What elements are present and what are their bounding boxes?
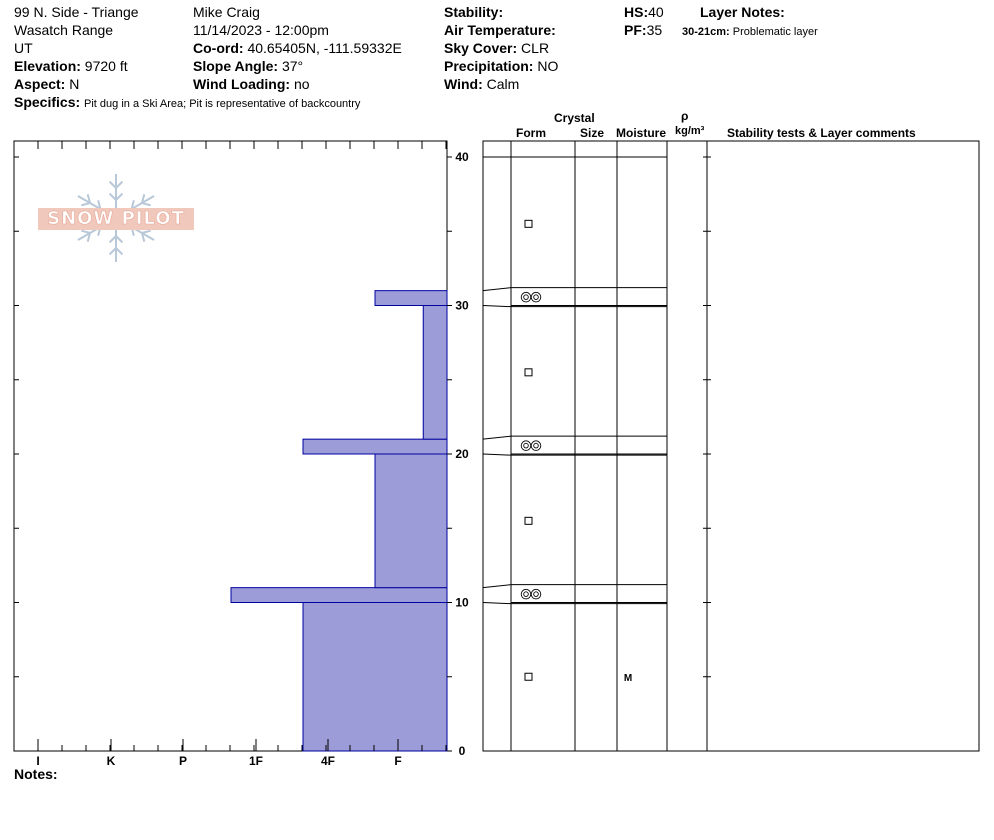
sky-cover: Sky Cover: CLR (444, 40, 549, 56)
air-temperature: Air Temperature: (444, 22, 556, 38)
wind-loading-value: no (293, 76, 310, 92)
hardness-label-F: F (394, 754, 401, 768)
slope-value: 37° (281, 58, 304, 74)
slope-label: Slope Angle: (193, 58, 279, 74)
coord-value: 40.65405N, -111.59332E (247, 40, 402, 56)
hardness-bar-1 (230, 587, 448, 604)
surface-hoar-icon (520, 588, 532, 600)
aspect: Aspect: N (14, 76, 79, 92)
wind-loading-label: Wind Loading: (193, 76, 291, 92)
rho-header: ρ (681, 109, 689, 123)
location: 99 N. Side - Triange (14, 4, 139, 20)
logo-text: SNOW PILOT (38, 208, 194, 230)
density-unit-header: kg/m³ (675, 125, 705, 137)
surface-hoar-icon (530, 440, 542, 451)
sky-label: Sky Cover: (444, 40, 518, 56)
hs: HS:40 (624, 4, 664, 20)
pf: PF:35 (624, 22, 662, 38)
observer: Mike Craig (193, 4, 260, 20)
range: Wasatch Range (14, 22, 114, 38)
depth-label-10: 10 (455, 596, 469, 610)
notes-label: Notes: (14, 766, 58, 782)
profile-connector-top-3 (482, 435, 512, 440)
specifics-value: Pit dug in a Ski Area; Pit is representa… (84, 98, 361, 110)
stability: Stability: (444, 4, 503, 20)
profile-connector-top-5 (482, 584, 512, 589)
profile-connector-bottom-1 (482, 305, 512, 308)
surface-hoar-inner-icon (523, 294, 529, 300)
specifics-label: Specifics: (14, 94, 81, 110)
hardness-label-P: P (179, 754, 187, 768)
slope-angle: Slope Angle: 37° (193, 58, 303, 74)
surface-hoar-inner-icon (533, 294, 539, 300)
surface-hoar-inner-icon (533, 591, 539, 597)
size-header: Size (580, 126, 605, 140)
hs-label: HS: (624, 4, 649, 20)
depth-label-0: 0 (459, 744, 466, 758)
hardness-label-I: I (36, 754, 39, 768)
depth-label-20: 20 (455, 447, 469, 461)
surface-hoar-icon (520, 291, 532, 303)
hardness-bar-3 (302, 438, 448, 455)
crystal-header: Crystal (554, 111, 595, 125)
precipitation: Precipitation: NO (444, 58, 558, 74)
form-header: Form (516, 126, 546, 140)
layer-note-range: 30-21cm: (682, 26, 730, 38)
facet-grain-icon (524, 672, 533, 681)
air-temp-label: Air Temperature: (444, 22, 556, 38)
hardness-label-4F: 4F (321, 754, 335, 768)
aspect-label: Aspect: (14, 76, 66, 92)
hardness-bar-2 (374, 453, 448, 589)
elevation-label: Elevation: (14, 58, 81, 74)
layer-notes-label: Layer Notes: (700, 4, 785, 20)
wind-loading: Wind Loading: no (193, 76, 310, 92)
coord-label: Co-ord: (193, 40, 244, 56)
precip-value: NO (537, 58, 559, 74)
elevation: Elevation: 9720 ft (14, 58, 128, 74)
specifics: Specifics: Pit dug in a Ski Area; Pit is… (14, 94, 360, 112)
hardness-bar-5 (374, 290, 448, 306)
depth-label-30: 30 (455, 299, 469, 313)
elevation-value: 9720 ft (84, 58, 128, 74)
moisture-header: Moisture (616, 126, 667, 140)
surface-hoar-inner-icon (523, 442, 529, 449)
facet-grain-icon (524, 219, 533, 228)
profile-connector-bottom-3 (482, 453, 512, 456)
profile-table-frame (482, 140, 980, 752)
layer-note: 30-21cm: Problematic layer (682, 24, 818, 40)
moisture-value: M (624, 673, 632, 684)
profile-connector-top-1 (482, 287, 512, 292)
hardness-bar-4 (422, 305, 448, 440)
hardness-label-1F: 1F (249, 754, 263, 768)
layer-note-text: Problematic layer (732, 26, 818, 38)
hardness-label-K: K (107, 754, 116, 768)
hardness-bar-0 (302, 602, 448, 752)
state: UT (14, 40, 33, 56)
wind-value: Calm (486, 76, 520, 92)
hs-value: 40 (648, 4, 664, 20)
facet-grain-icon (524, 516, 533, 525)
pf-value: 35 (646, 22, 663, 38)
facet-grain-icon (524, 368, 533, 377)
depth-label-40: 40 (455, 150, 469, 164)
precip-label: Precipitation: (444, 58, 534, 74)
pf-label: PF: (624, 22, 647, 38)
sky-value: CLR (521, 40, 550, 56)
stability-label: Stability: (444, 4, 504, 20)
surface-hoar-inner-icon (533, 442, 539, 449)
surface-hoar-inner-icon (523, 591, 529, 597)
stability-tests-header: Stability tests & Layer comments (727, 126, 916, 140)
wind-label: Wind: (444, 76, 483, 92)
profile-connector-bottom-5 (482, 602, 512, 605)
aspect-value: N (69, 76, 80, 92)
surface-hoar-icon (520, 440, 532, 451)
coord: Co-ord: 40.65405N, -111.59332E (193, 40, 402, 56)
snowpilot-logo: SNOW PILOT (36, 170, 196, 270)
surface-hoar-icon (530, 588, 542, 600)
wind: Wind: Calm (444, 76, 519, 92)
datetime: 11/14/2023 - 12:00pm (193, 22, 329, 38)
surface-hoar-icon (530, 291, 542, 303)
